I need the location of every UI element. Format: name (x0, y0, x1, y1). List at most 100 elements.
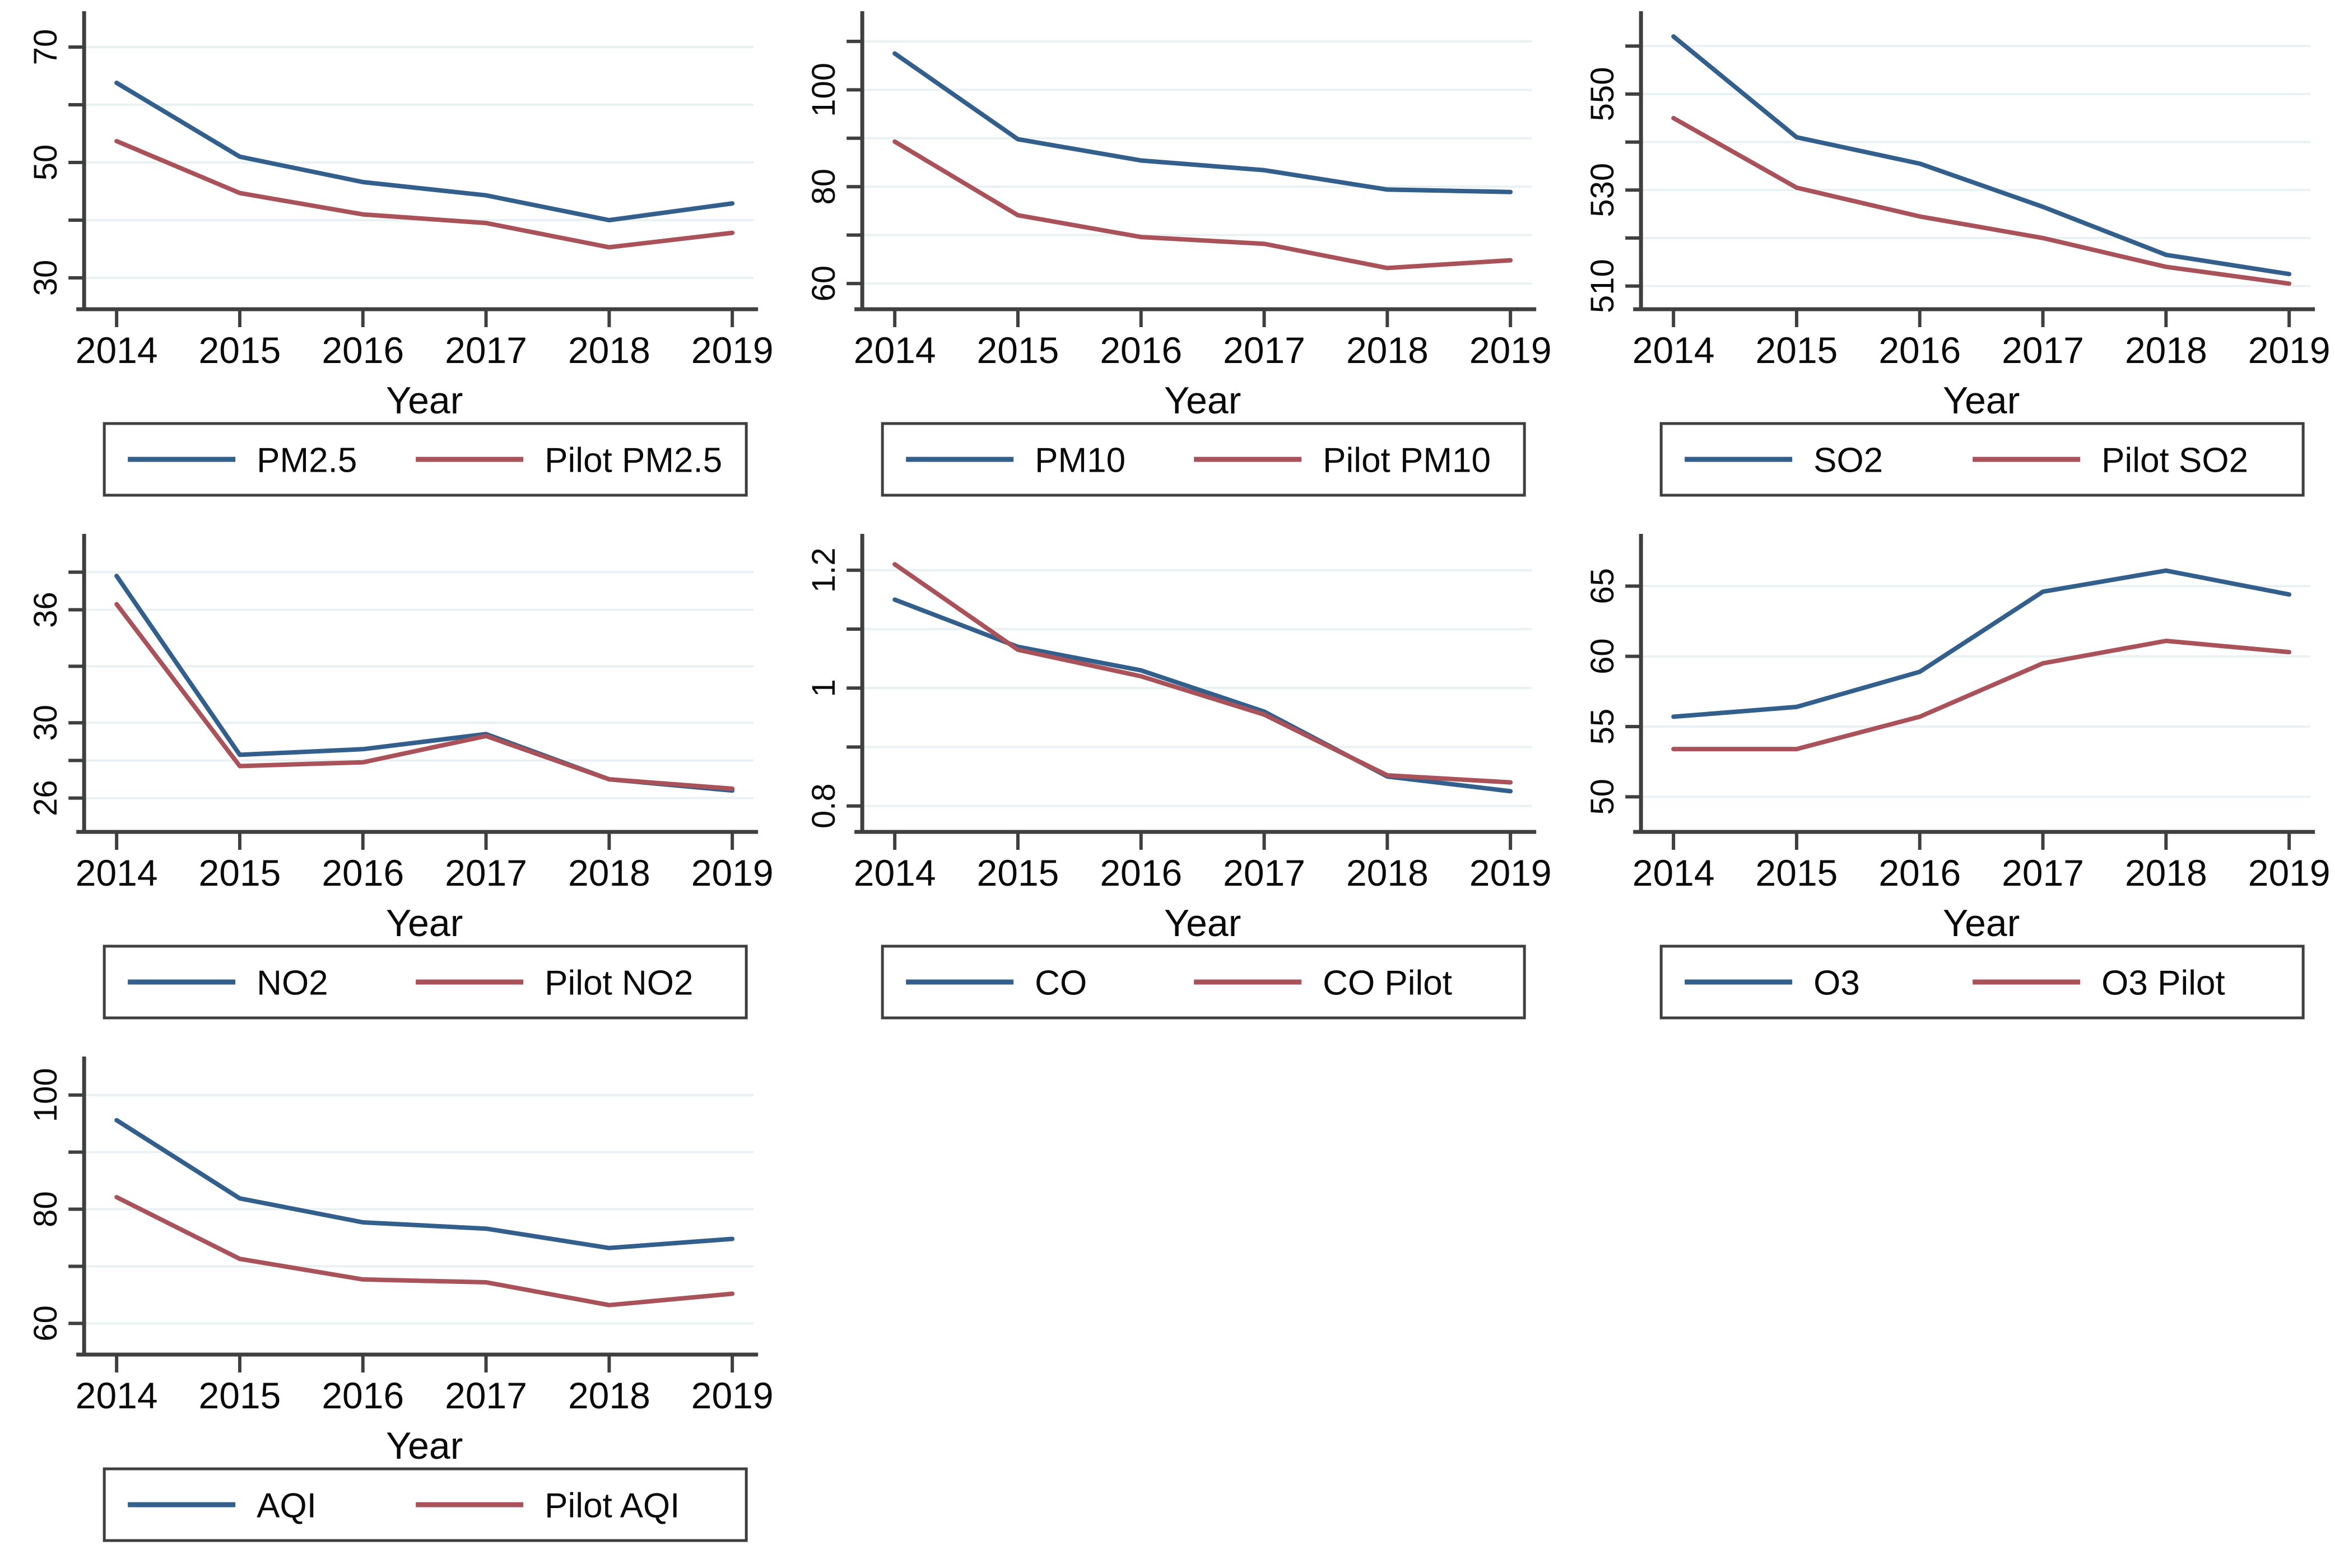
series-line-main (114, 80, 735, 222)
legend-label-main: PM10 (1035, 441, 1125, 480)
legend: AQI Pilot AQI (103, 1467, 748, 1542)
empty-cell (778, 1045, 1556, 1568)
legend: PM10 Pilot PM10 (881, 422, 1526, 497)
legend: O3 O3 Pilot (1659, 944, 2305, 1020)
x-axis-title: Year (386, 1425, 463, 1467)
series-line-pilot (114, 1195, 735, 1308)
y-tick-label: 55 (1584, 709, 1621, 745)
series-line-main (114, 574, 735, 793)
legend-label-main: SO2 (1813, 441, 1883, 480)
y-tick-label: 1.2 (806, 548, 842, 593)
chart-cell-pm10: 100 80 60 2014 2015 2016 2017 2018 2019 Year PM10 P… (778, 0, 1556, 523)
y-tick-label: 30 (27, 705, 64, 741)
x-tick-label: 2014 (76, 329, 158, 371)
x-tick-label: 2016 (322, 329, 404, 371)
gridlines (84, 1094, 754, 1325)
y-tick-label: 65 (1584, 568, 1621, 604)
chart-no2: 36 30 26 2014 2015 2016 2017 2018 2019 Year NO2 Pil… (27, 534, 774, 1020)
x-tick-label: 2014 (1632, 329, 1714, 371)
empty-cell (1557, 1045, 2335, 1568)
x-tick-label: 2014 (76, 1375, 158, 1416)
axes (76, 11, 759, 311)
x-tick-label: 2018 (568, 1375, 650, 1416)
x-tick-label: 2014 (76, 852, 158, 894)
y-tick-label: 80 (806, 169, 842, 205)
axes (76, 1057, 759, 1357)
x-tick-label: 2019 (2248, 852, 2330, 894)
x-tick-label: 2015 (199, 1375, 281, 1416)
legend: NO2 Pilot NO2 (103, 944, 748, 1020)
series-line-main (1671, 34, 2291, 277)
x-tick-label: 2014 (854, 852, 936, 894)
x-axis-title: Year (386, 379, 463, 422)
x-tick-label: 2016 (322, 852, 404, 894)
y-tick-label: 80 (27, 1191, 64, 1227)
chart-cell-aqi: 100 80 60 2014 2015 2016 2017 2018 2019 Year AQI Pi… (0, 1045, 778, 1568)
gridlines (862, 40, 1532, 285)
chart-aqi: 100 80 60 2014 2015 2016 2017 2018 2019 Year AQI Pi… (27, 1057, 774, 1542)
x-tick-label: 2014 (854, 329, 936, 371)
chart-cell-co: 1.2 1 0.8 2014 2015 2016 2017 2018 2019 Year CO CO … (778, 523, 1556, 1045)
x-tick-label: 2015 (1755, 329, 1838, 371)
x-tick-label: 2017 (1223, 329, 1305, 371)
y-tick-label: 100 (27, 1068, 64, 1122)
x-tick-label: 2019 (691, 1375, 774, 1416)
x-tick-label: 2015 (977, 852, 1059, 894)
y-tick-label: 70 (27, 29, 64, 66)
y-tick-label: 550 (1584, 67, 1621, 122)
y-tick-label: 1 (806, 679, 842, 697)
x-tick-label: 2019 (1469, 852, 1552, 894)
x-tick-label: 2019 (691, 329, 774, 371)
x-tick-label: 2015 (977, 329, 1059, 371)
axes (854, 11, 1537, 311)
y-tick-label: 30 (27, 260, 64, 296)
legend-label-pilot: Pilot NO2 (545, 964, 693, 1002)
x-axis-title: Year (1164, 379, 1241, 422)
x-tick-label: 2017 (445, 852, 527, 894)
x-tick-label: 2016 (1878, 329, 1961, 371)
legend: CO CO Pilot (881, 944, 1526, 1020)
series-line-pilot (114, 602, 735, 791)
x-axis-title: Year (1943, 902, 2020, 944)
series-line-pilot (1671, 639, 2291, 752)
gridlines (84, 571, 754, 799)
legend: PM2.5 Pilot PM2.5 (103, 422, 748, 497)
series-line-pilot (114, 138, 735, 250)
x-tick-label: 2015 (199, 329, 281, 371)
y-tick-label: 26 (27, 780, 64, 816)
chart-cell-o3: 65 60 55 50 2014 2015 2016 2017 2018 2019 Year O3 O3… (1557, 523, 2335, 1045)
series-line-main (892, 597, 1513, 794)
chart-cell-no2: 36 30 26 2014 2015 2016 2017 2018 2019 Year NO2 Pil… (0, 523, 778, 1045)
x-tick-label: 2019 (1469, 329, 1552, 371)
y-tick-label: 100 (806, 63, 842, 117)
x-tick-label: 2018 (1346, 329, 1429, 371)
x-tick-label: 2017 (1223, 852, 1305, 894)
x-tick-label: 2018 (568, 852, 650, 894)
series-line-pilot (892, 562, 1513, 785)
legend-label-pilot: Pilot SO2 (2101, 441, 2248, 480)
legend-label-main: NO2 (257, 964, 328, 1002)
legend-label-main: PM2.5 (257, 441, 357, 480)
legend-label-pilot: O3 Pilot (2101, 964, 2225, 1002)
legend-label-pilot: CO Pilot (1323, 964, 1452, 1002)
chart-cell-so2: 550 530 510 2014 2015 2016 2017 2018 2019 Year SO2… (1557, 0, 2335, 523)
axes (854, 534, 1537, 834)
x-tick-label: 2016 (1100, 329, 1183, 371)
x-axis-title: Year (1943, 379, 2020, 422)
legend-label-main: AQI (257, 1486, 317, 1525)
y-tick-label: 36 (27, 592, 64, 628)
legend-label-pilot: Pilot AQI (545, 1486, 680, 1525)
x-tick-label: 2015 (1755, 852, 1838, 894)
x-axis-title: Year (386, 902, 463, 944)
x-tick-label: 2019 (691, 852, 774, 894)
x-tick-label: 2016 (1100, 852, 1183, 894)
x-tick-label: 2018 (1346, 852, 1429, 894)
gridlines (1640, 585, 2310, 798)
legend-label-main: CO (1035, 964, 1087, 1002)
x-tick-label: 2016 (1878, 852, 1961, 894)
y-tick-label: 60 (806, 266, 842, 302)
